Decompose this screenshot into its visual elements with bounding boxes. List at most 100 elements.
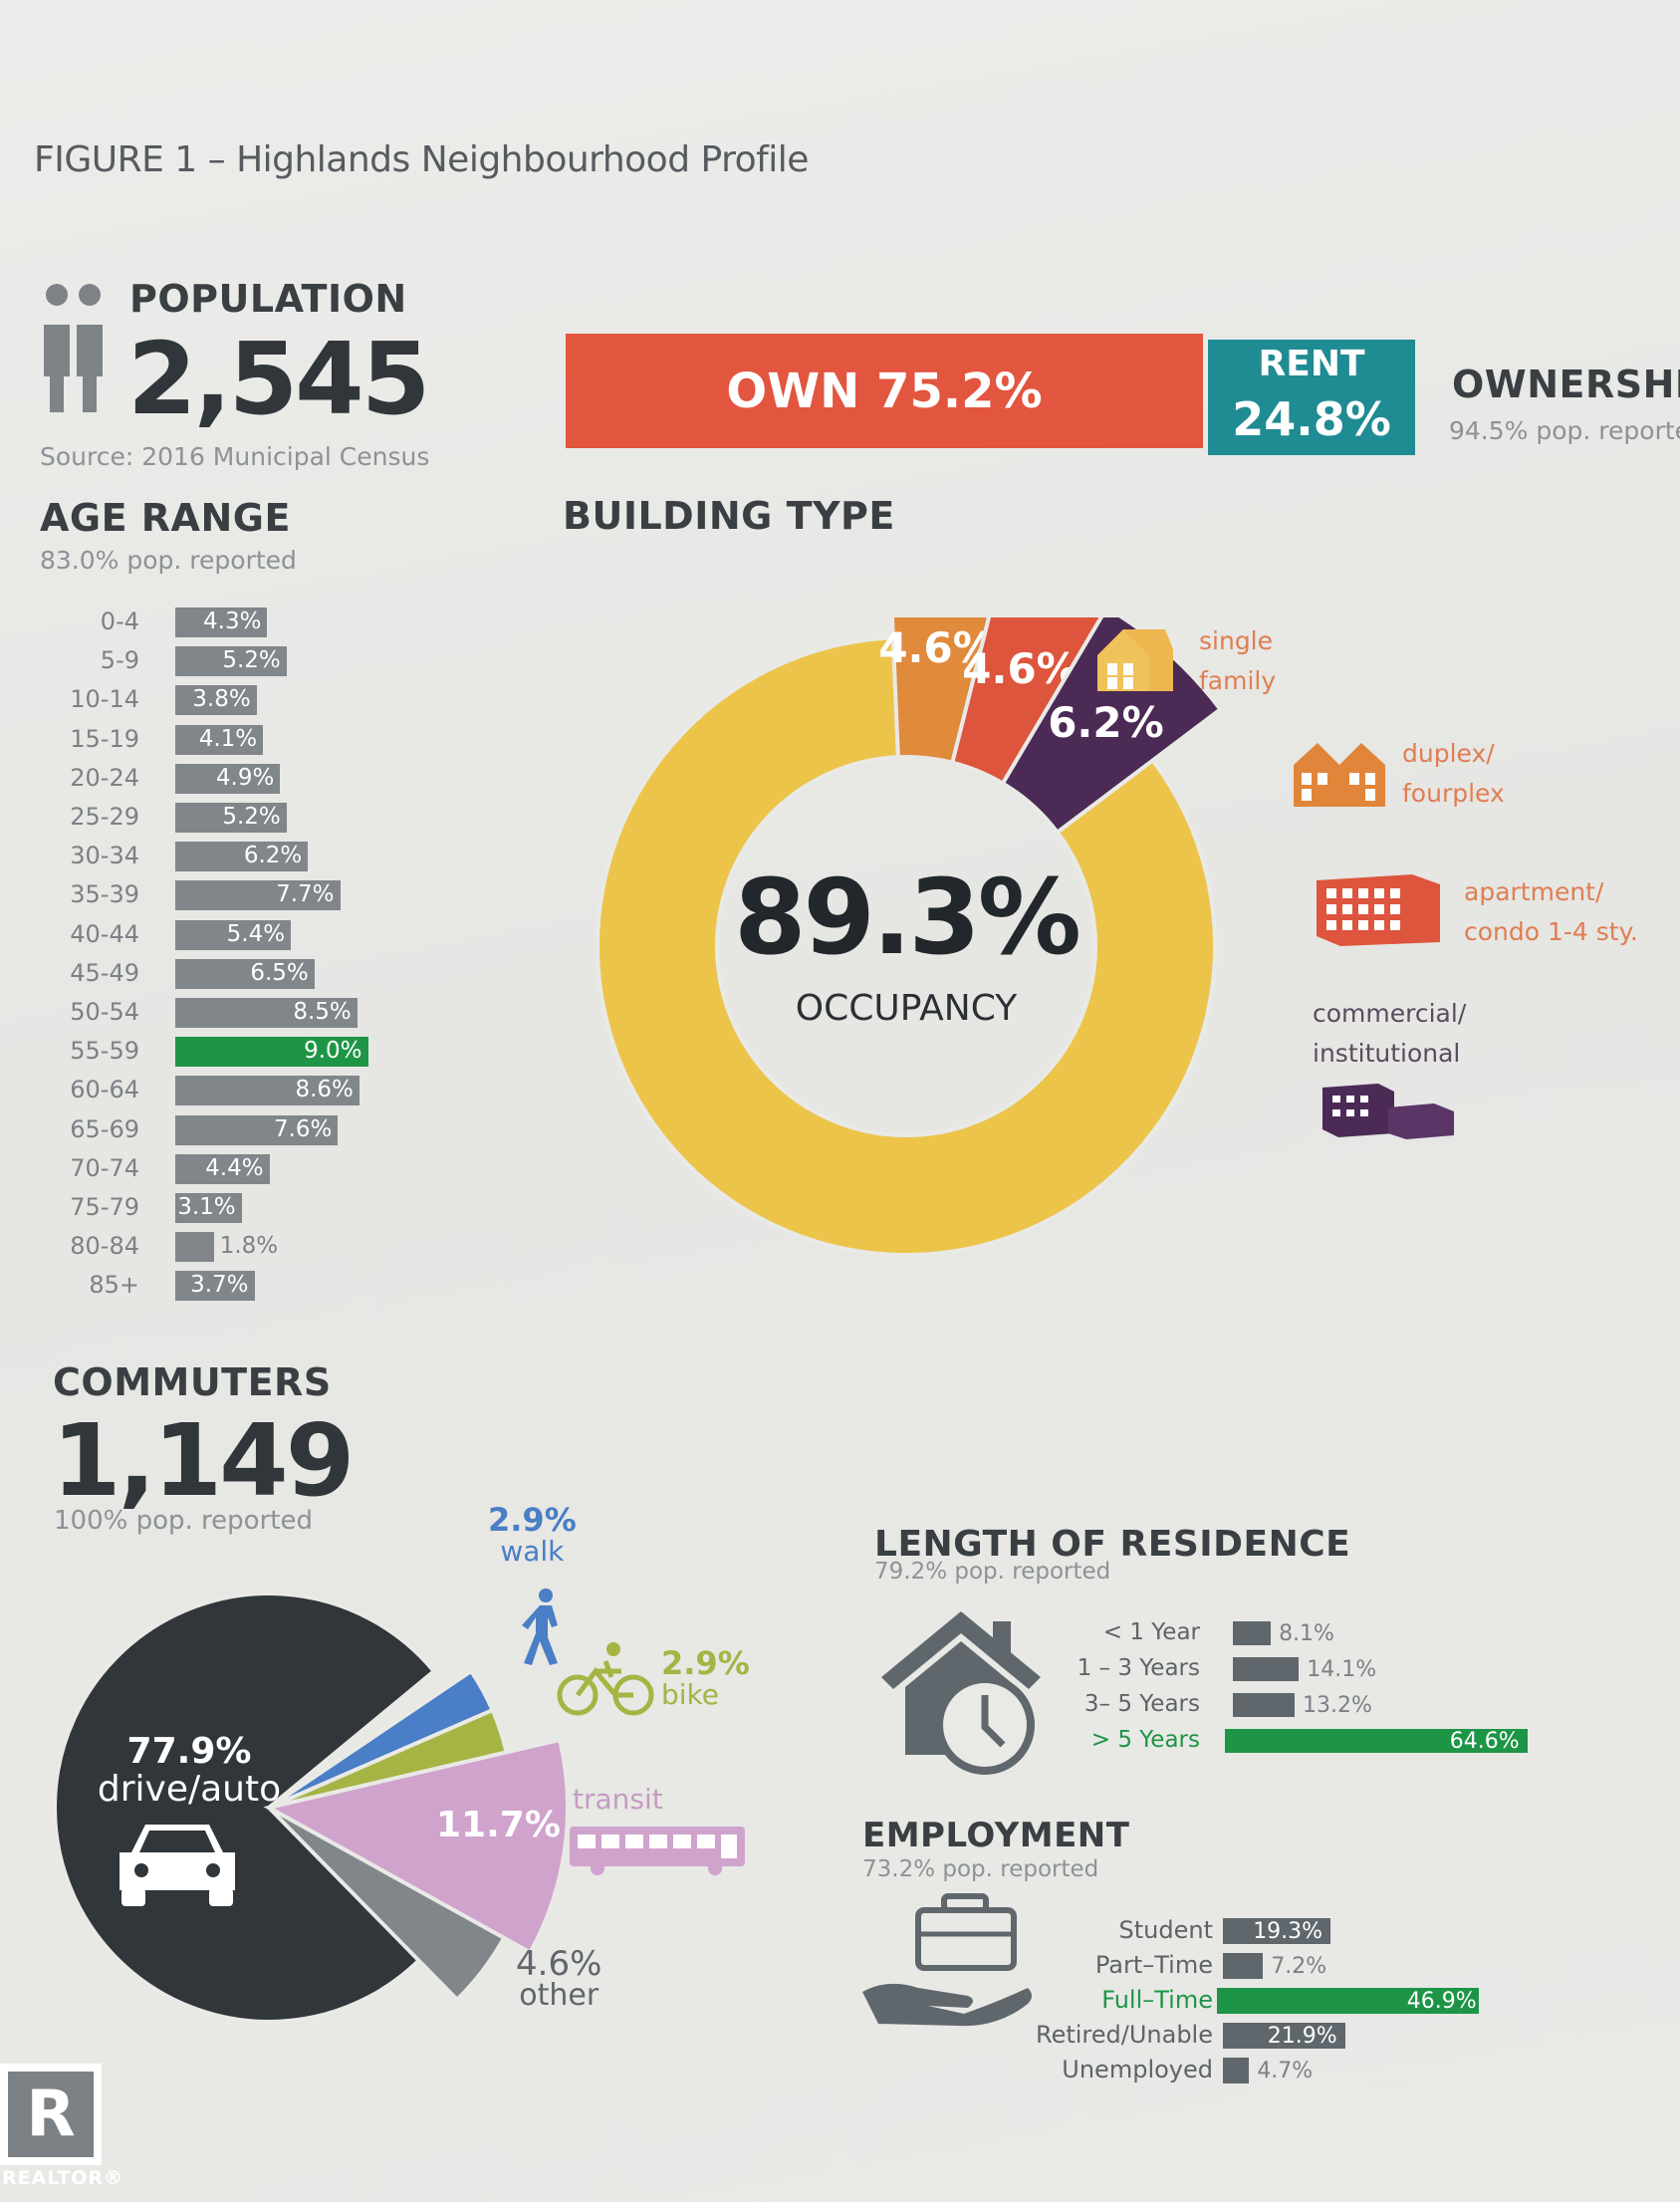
other-value: 4.6% <box>516 1944 602 1984</box>
bike-icon <box>557 1642 654 1716</box>
employment-bar <box>1223 2058 1250 2083</box>
employment-value-label: 21.9% <box>1267 2024 1337 2049</box>
employment-value-label: 46.9% <box>1406 1989 1477 2014</box>
age-category-label: 75-79 <box>70 1193 139 1221</box>
occupancy-value: 89.3% <box>734 856 1081 978</box>
hand-briefcase-icon <box>862 1893 1032 2027</box>
legend-single-line2: family <box>1199 666 1277 695</box>
legend-apartment-line2: condo 1-4 sty. <box>1464 917 1638 946</box>
legend-apartment-line1: apartment/ <box>1464 877 1604 906</box>
rent-bar: RENT 24.8% <box>1208 340 1415 455</box>
population-label: POPULATION <box>129 277 407 321</box>
legend-apartment: apartment/ condo 1-4 sty. <box>1464 872 1638 952</box>
employment-bar <box>1223 2023 1345 2049</box>
age-value-label: 4.3% <box>203 609 262 634</box>
age-value-label: 3.1% <box>177 1194 236 1220</box>
age-value-label: 5.2% <box>222 804 281 830</box>
age-value-label: 9.0% <box>304 1038 362 1065</box>
age-value-label: 5.4% <box>226 920 286 947</box>
residence-value-label: 14.1% <box>1307 1657 1377 1682</box>
duplex-icon <box>1294 743 1385 807</box>
residence-bar <box>1233 1693 1296 1717</box>
age-bar <box>175 1076 360 1106</box>
commuters-value: 1,149 <box>52 1402 355 1519</box>
age-category-label: 50-54 <box>70 998 139 1026</box>
commuters-note: 100% pop. reported <box>54 1506 313 1536</box>
people-icon <box>44 284 103 412</box>
pie-slice-drive <box>53 1593 437 2024</box>
age-bar <box>175 608 268 637</box>
employment-category-label: Unemployed <box>1062 2056 1213 2083</box>
age-value-label: 8.6% <box>295 1077 354 1103</box>
age-bar <box>175 1037 368 1068</box>
age-range-note: 83.0% pop. reported <box>40 546 297 575</box>
drive-value: 77.9% <box>126 1731 252 1772</box>
age-category-label: 15-19 <box>70 724 139 753</box>
age-category-label: 40-44 <box>70 919 139 948</box>
residence-chart: < 1 Year 8.1% 1 – 3 Years 14.1% 3– 5 Years 13… <box>901 1619 1549 1781</box>
age-value-label: 6.2% <box>243 843 303 869</box>
residence-category-label: > 5 Years <box>1090 1727 1200 1753</box>
age-category-label: 20-24 <box>70 763 139 792</box>
residence-note: 79.2% pop. reported <box>874 1559 1111 1585</box>
age-category-label: 35-39 <box>70 880 139 909</box>
residence-category-label: 1 – 3 Years <box>1077 1655 1200 1681</box>
house-clock-icon <box>881 1611 1041 1775</box>
age-bar <box>175 1114 339 1145</box>
age-category-label: 0-4 <box>100 608 139 635</box>
age-category-label: 25-29 <box>70 803 139 831</box>
apartment-icon <box>1317 874 1440 946</box>
other-text: 4.6% other <box>516 1944 602 2013</box>
population-source: Source: 2016 Municipal Census <box>40 442 430 471</box>
age-bar <box>175 919 292 950</box>
residence-value-label: 64.6% <box>1449 1729 1520 1754</box>
age-range-label: AGE RANGE <box>40 496 291 540</box>
age-value-label: 4.4% <box>205 1154 264 1181</box>
age-bar <box>175 646 287 677</box>
walk-icon <box>522 1589 558 1665</box>
age-bar <box>175 1193 242 1223</box>
employment-chart: Student 19.3% Part–Time 7.2% Full–Time 46.9% R… <box>797 1916 1514 2097</box>
employment-category-label: Retired/Unable <box>1035 2021 1213 2049</box>
drive-label: drive/auto <box>97 1769 282 1810</box>
donut-slice-duplex <box>889 617 992 766</box>
age-bar <box>175 685 257 716</box>
employment-value-label: 7.2% <box>1271 1954 1327 1979</box>
age-category-label: 10-14 <box>70 685 139 714</box>
figure-title: FIGURE 1 – Highlands Neighbourhood Profi… <box>34 139 809 180</box>
commuters-pie <box>53 1593 570 2024</box>
age-category-label: 30-34 <box>70 842 139 870</box>
age-value-label: 7.7% <box>276 881 335 908</box>
ownership-note: 94.5% pop. reported <box>1449 416 1680 445</box>
age-value-label: 5.2% <box>222 647 281 674</box>
bike-text: 2.9% bike <box>661 1647 750 1711</box>
age-category-label: 70-74 <box>70 1153 139 1182</box>
donut-slice-single <box>596 635 1217 1257</box>
walk-text: 2.9% walk <box>488 1504 577 1568</box>
age-bar <box>175 842 309 872</box>
age-category-label: 5-9 <box>100 646 139 675</box>
age-value-label: 3.8% <box>192 686 251 713</box>
legend-single: single family <box>1199 621 1276 701</box>
age-category-label: 60-64 <box>70 1076 139 1104</box>
pie-slice-other <box>267 1806 507 2003</box>
legend-commercial-line1: commercial/ <box>1313 999 1467 1028</box>
age-category-label: 85+ <box>89 1271 139 1300</box>
age-value-label: 6.5% <box>250 959 309 986</box>
employment-value-label: 4.7% <box>1257 2059 1314 2083</box>
other-label: other <box>519 1978 600 2013</box>
age-bar <box>175 763 281 794</box>
ownership-label: OWNERSHIP <box>1452 363 1680 406</box>
age-bar <box>175 880 341 911</box>
bike-label: bike <box>661 1678 719 1711</box>
employment-category-label: Full–Time <box>1101 1986 1213 2014</box>
realtor-logo: R <box>0 2064 102 2165</box>
age-bar <box>175 1232 214 1263</box>
bus-icon <box>570 1827 745 1875</box>
realtor-r-icon: R <box>8 2072 94 2157</box>
building-type-label: BUILDING TYPE <box>563 494 895 538</box>
transit-label: transit <box>573 1783 663 1816</box>
bike-value: 2.9% <box>661 1644 750 1682</box>
employment-bar <box>1217 1988 1479 2014</box>
rent-value: 24.8% <box>1232 392 1391 446</box>
